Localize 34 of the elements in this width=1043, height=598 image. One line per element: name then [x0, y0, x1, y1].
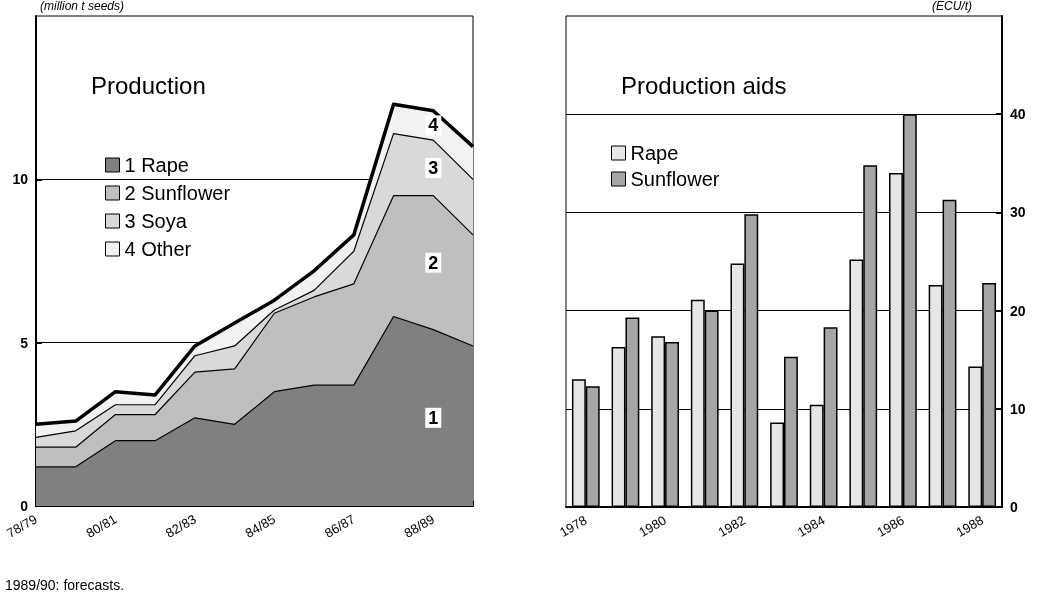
- y-tick-label: 10: [12, 171, 29, 188]
- y2-tick-label: 30: [1010, 204, 1026, 221]
- legend-label: Rape: [630, 142, 679, 164]
- legend-label: 4 Other: [124, 238, 192, 260]
- legend-label: 1 Rape: [124, 154, 189, 176]
- text: Production: [91, 71, 206, 99]
- annotation: 4: [428, 115, 439, 136]
- x-tick-label: 78/79: [4, 511, 40, 541]
- x-tick-label: 84/85: [242, 511, 279, 541]
- x-tick-label: 82/83: [163, 511, 199, 541]
- y-axis-title: (million t seeds): [40, 0, 125, 13]
- text: 1989/90: forecasts.: [5, 577, 125, 593]
- y2-axis-title: (ECU/t): [932, 0, 972, 13]
- y2-tick-label: 10: [1010, 400, 1026, 417]
- x-tick-label: 1978: [557, 512, 590, 540]
- x-tick-label: 88/89: [401, 511, 438, 541]
- annotation: 2: [428, 252, 439, 273]
- y2-tick-label: 20: [1010, 302, 1026, 319]
- y2-tick-label: 40: [1010, 106, 1026, 123]
- x-tick-label: 1984: [794, 512, 828, 540]
- annotation: 3: [428, 157, 439, 178]
- x-tick-label: 1988: [953, 512, 986, 540]
- text: Production aids: [621, 71, 787, 99]
- x-tick-label: 1980: [636, 512, 669, 540]
- y-tick-label: 5: [20, 334, 29, 351]
- legend-label: Sunflower: [630, 168, 720, 190]
- y-tick-label: 0: [20, 498, 29, 514]
- legend-label: 3 Soya: [124, 210, 188, 232]
- x-tick-label: 1982: [715, 512, 749, 540]
- y2-tick-label: 0: [1010, 499, 1018, 515]
- x-tick-label: 80/81: [83, 511, 120, 541]
- annotation: 1: [428, 407, 439, 428]
- x-tick-label: 1986: [874, 512, 907, 540]
- legend-label: 2 Sunflower: [124, 182, 231, 204]
